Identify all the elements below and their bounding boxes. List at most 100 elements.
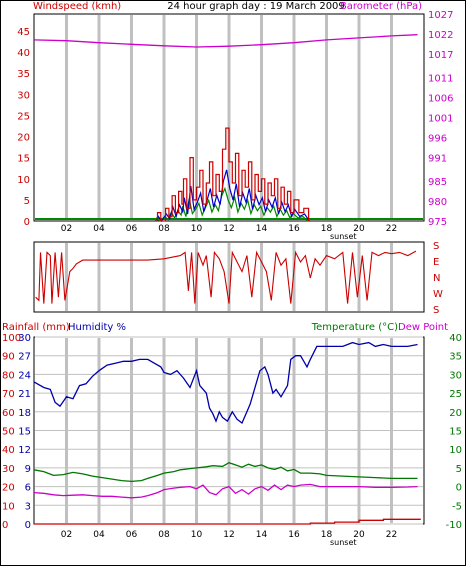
humidity-tick-label: 6 bbox=[25, 483, 31, 494]
baro-y-tick-label: 985 bbox=[428, 177, 447, 188]
wind-x-tick-label: 22 bbox=[386, 224, 397, 234]
humidity-tick-label: 27 bbox=[18, 352, 31, 363]
temperature-tick-label: 0 bbox=[456, 483, 462, 494]
direction-tick-label: S bbox=[433, 241, 439, 252]
baro-y-tick-label: 1022 bbox=[428, 30, 453, 41]
temperature-series bbox=[33, 461, 418, 483]
temp-right-ticks: -10 -5 0 5 10 15 20 25 30 35 40 bbox=[446, 333, 462, 531]
direction-tick-label: W bbox=[433, 289, 443, 300]
wind-y-tick-label: 20 bbox=[17, 133, 30, 144]
temp-x-tick-label: 14 bbox=[256, 530, 268, 540]
rainfall-tick-label: 80 bbox=[2, 370, 15, 381]
wind-x-tick-label: 08 bbox=[158, 224, 170, 234]
wind-x-tick-label: 02 bbox=[61, 224, 72, 234]
humidity-tick-label: 3 bbox=[25, 501, 31, 512]
barometer-axis-label: Barometer (hPa) bbox=[340, 1, 422, 12]
wind-data bbox=[33, 34, 423, 223]
rainfall-tick-label: 60 bbox=[2, 408, 15, 419]
temperature-tick-label: -5 bbox=[452, 501, 462, 512]
wind-x-tick-label: 12 bbox=[223, 224, 234, 234]
temp-x-tick-label: 06 bbox=[126, 530, 138, 540]
barometer-series bbox=[33, 34, 418, 48]
wind-x-tick-label: 14 bbox=[256, 224, 268, 234]
baro-y-tick-label: 1011 bbox=[428, 74, 453, 85]
direction-tick-label: E bbox=[433, 257, 439, 268]
direction-tick-label: S bbox=[433, 305, 439, 316]
temperature-tick-label: 25 bbox=[449, 389, 462, 400]
wind-y-tick-label: 15 bbox=[17, 154, 30, 165]
baro-y-tick-label: 991 bbox=[428, 153, 447, 164]
direction-data bbox=[35, 250, 417, 304]
baro-y-tick-label: 975 bbox=[428, 217, 447, 228]
wind-y-tick-label: 40 bbox=[17, 48, 30, 59]
wind-x-tick-label: 20 bbox=[353, 224, 365, 234]
humidity-tick-label: 0 bbox=[25, 520, 31, 531]
wind-x-tick-label: 16 bbox=[288, 224, 300, 234]
direction-tick-label: N bbox=[433, 273, 440, 284]
temp-x-tick-label: 04 bbox=[93, 530, 105, 540]
wind-y-tick-label: 25 bbox=[17, 111, 30, 122]
baro-y-tick-label: 1006 bbox=[428, 94, 453, 105]
humidity-tick-label: 24 bbox=[18, 370, 31, 381]
wind-y-tick-label: 35 bbox=[17, 69, 30, 80]
wind-average-series bbox=[154, 186, 309, 222]
sunset-label-top: sunset bbox=[330, 232, 357, 241]
rainfall-tick-label: 20 bbox=[2, 483, 15, 494]
direction-series bbox=[35, 250, 417, 304]
wind-y-tick-label: 0 bbox=[24, 217, 30, 228]
temperature-tick-label: 35 bbox=[449, 352, 462, 363]
wind-y-ticks: 0 5 10 15 20 25 30 35 40 45 bbox=[17, 27, 30, 228]
wind-x-tick-label: 04 bbox=[93, 224, 105, 234]
dewpoint-axis-label: Dew Point bbox=[398, 322, 448, 333]
rainfall-series bbox=[34, 518, 421, 525]
wind-y-tick-label: 10 bbox=[17, 175, 30, 186]
temp-x-tick-label: 02 bbox=[61, 530, 72, 540]
temp-grid bbox=[35, 336, 423, 525]
humidity-tick-label: 9 bbox=[25, 464, 31, 475]
temp-x-tick-label: 18 bbox=[321, 530, 333, 540]
humidity-tick-label: 18 bbox=[18, 408, 31, 419]
rainfall-tick-label: 40 bbox=[2, 445, 15, 456]
temperature-tick-label: 20 bbox=[449, 408, 462, 419]
direction-grid bbox=[65, 243, 393, 311]
wind-y-tick-label: 30 bbox=[17, 90, 30, 101]
temp-x-tick-label: 16 bbox=[288, 530, 300, 540]
dewpoint-series bbox=[33, 483, 418, 499]
temp-x-tick-label: 10 bbox=[191, 530, 203, 540]
temp-humidity-rain-panel: Rainfall (mm) Humidity % Temperature (°C… bbox=[2, 322, 462, 547]
baro-y-tick-label: 980 bbox=[428, 197, 447, 208]
wind-x-tick-label: 06 bbox=[126, 224, 138, 234]
humidity-series bbox=[33, 341, 418, 425]
wind-grid bbox=[65, 15, 393, 220]
chart-title: 24 hour graph day : 19 March 2009 bbox=[167, 1, 345, 12]
humidity-tick-label: 21 bbox=[18, 389, 31, 400]
humidity-axis-label: Humidity % bbox=[68, 322, 126, 333]
rainfall-tick-label: 70 bbox=[2, 389, 15, 400]
temp-data bbox=[33, 341, 421, 525]
rainfall-axis-label: Rainfall (mm) bbox=[2, 322, 70, 333]
temperature-tick-label: 15 bbox=[449, 427, 462, 438]
wind-y-tick-label: 45 bbox=[17, 27, 30, 38]
humidity-tick-label: 15 bbox=[18, 427, 31, 438]
temp-x-ticks: 02 04 06 08 10 12 14 16 18 20 22 bbox=[61, 530, 397, 540]
temperature-tick-label: 40 bbox=[449, 333, 462, 344]
baro-y-tick-label: 996 bbox=[428, 133, 447, 144]
rainfall-tick-label: 10 bbox=[2, 501, 15, 512]
rainfall-tick-label: 50 bbox=[2, 427, 15, 438]
temperature-tick-label: 10 bbox=[449, 445, 462, 456]
wind-x-tick-label: 10 bbox=[191, 224, 203, 234]
wind-gust-series bbox=[156, 169, 310, 223]
rainfall-tick-label: 90 bbox=[2, 352, 15, 363]
windspeed-series bbox=[155, 127, 310, 222]
temp-x-tick-label: 08 bbox=[158, 530, 170, 540]
wind-y-tick-label: 5 bbox=[24, 196, 30, 207]
baro-y-tick-label: 1001 bbox=[428, 114, 453, 125]
baro-y-tick-label: 1017 bbox=[428, 50, 453, 61]
wind-x-ticks: 02 04 06 08 10 12 14 16 18 20 22 bbox=[61, 224, 397, 234]
rainfall-tick-label: 30 bbox=[2, 464, 15, 475]
humidity-tick-label: 12 bbox=[18, 445, 31, 456]
